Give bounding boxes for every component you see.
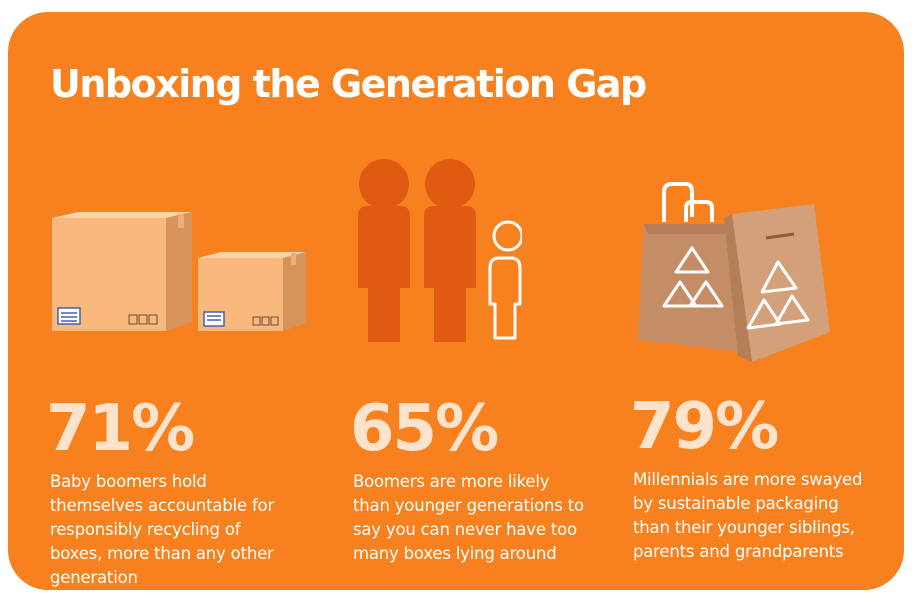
- page-title: Unboxing the Generation Gap: [50, 62, 647, 106]
- infographic-card: Unboxing the Generation Gap: [8, 12, 904, 590]
- stat-value: 65%: [350, 392, 499, 466]
- stat-value: 79%: [630, 390, 779, 464]
- stat-description: Millennials are more swayed by sustainab…: [633, 470, 863, 561]
- stat-value: 71%: [46, 392, 195, 466]
- stat-description: Boomers are more likely than younger gen…: [353, 472, 584, 563]
- cardboard-boxes-icon: [52, 212, 306, 331]
- people-icon: [358, 159, 522, 342]
- stat-description: Baby boomers hold themselves accountable…: [50, 472, 275, 587]
- recycled-bags-icon: [638, 182, 830, 362]
